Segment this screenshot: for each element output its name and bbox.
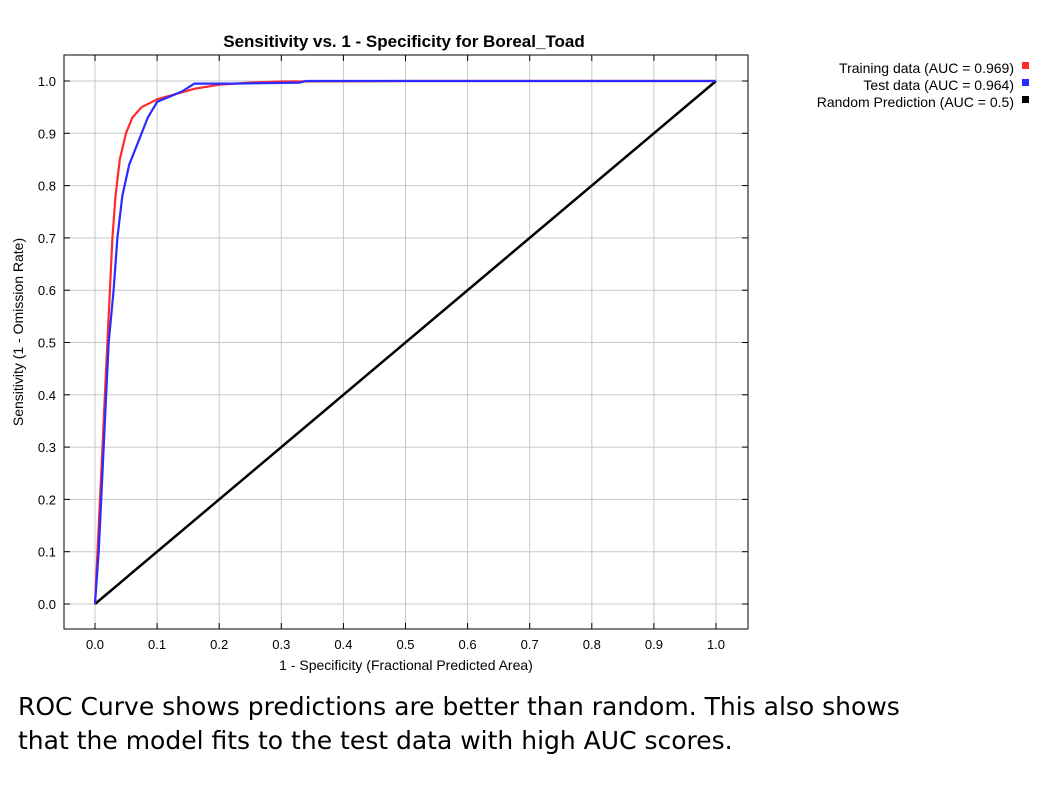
caption-line-2: that the model fits to the test data wit… bbox=[18, 726, 733, 755]
legend-swatch bbox=[1022, 79, 1029, 86]
legend-swatch bbox=[1022, 62, 1029, 69]
x-tick-label: 0.2 bbox=[210, 637, 228, 652]
x-tick-label: 0.8 bbox=[583, 637, 601, 652]
caption-line-1: ROC Curve shows predictions are better t… bbox=[18, 692, 900, 721]
y-tick-label: 0.5 bbox=[38, 336, 56, 351]
y-tick-label: 0.1 bbox=[38, 545, 56, 560]
x-tick-label: 0.3 bbox=[272, 637, 290, 652]
legend-label: Random Prediction (AUC = 0.5) bbox=[817, 94, 1014, 110]
x-tick-label: 0.6 bbox=[459, 637, 477, 652]
x-axis-label: 1 - Specificity (Fractional Predicted Ar… bbox=[279, 657, 533, 673]
legend-swatch bbox=[1022, 96, 1029, 103]
roc-chart: Sensitivity vs. 1 - Specificity for Bore… bbox=[10, 32, 1029, 673]
y-tick-label: 0.0 bbox=[38, 597, 56, 612]
y-axis-label: Sensitivity (1 - Omission Rate) bbox=[10, 238, 26, 426]
series-layer bbox=[93, 79, 717, 605]
y-tick-label: 0.6 bbox=[38, 283, 56, 298]
grid-lines bbox=[64, 55, 748, 629]
x-tick-label: 0.9 bbox=[645, 637, 663, 652]
axis-ticks: 0.0 0.1 0.2 0.3 0.4 0.5 0.6 0.7 0.8 0.9 1.0 0.0 0.1 0… bbox=[38, 55, 748, 652]
y-tick-label: 0.9 bbox=[38, 126, 56, 141]
y-tick-label: 0.3 bbox=[38, 440, 56, 455]
y-tick-label: 1.0 bbox=[38, 74, 56, 89]
x-tick-label: 0.0 bbox=[86, 637, 104, 652]
y-tick-label: 0.8 bbox=[38, 179, 56, 194]
x-tick-label: 1.0 bbox=[707, 637, 725, 652]
caption: ROC Curve shows predictions are better t… bbox=[18, 690, 1028, 758]
x-tick-label: 0.5 bbox=[396, 637, 414, 652]
series-line-test bbox=[93, 79, 716, 605]
x-tick-label: 0.1 bbox=[148, 637, 166, 652]
y-tick-label: 0.2 bbox=[38, 492, 56, 507]
legend-label: Training data (AUC = 0.969) bbox=[839, 60, 1014, 76]
y-tick-label: 0.7 bbox=[38, 231, 56, 246]
x-tick-label: 0.4 bbox=[334, 637, 352, 652]
y-tick-label: 0.4 bbox=[38, 388, 56, 403]
legend-label: Test data (AUC = 0.964) bbox=[863, 77, 1014, 93]
series-line-random bbox=[94, 80, 717, 605]
legend: Training data (AUC = 0.969)Test data (AU… bbox=[817, 60, 1029, 110]
chart-title: Sensitivity vs. 1 - Specificity for Bore… bbox=[223, 32, 585, 51]
x-tick-label: 0.7 bbox=[521, 637, 539, 652]
